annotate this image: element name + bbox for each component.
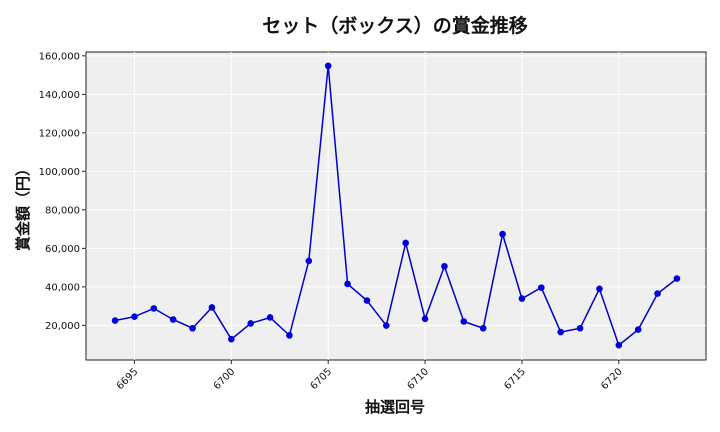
- data-point: [324, 62, 332, 70]
- data-point: [673, 275, 681, 282]
- data-point: [189, 324, 196, 332]
- data-point: [247, 320, 254, 327]
- x-tick-label: 6710: [405, 366, 431, 392]
- data-point: [654, 290, 661, 297]
- x-tick-label: 6715: [502, 366, 528, 392]
- data-point: [305, 257, 313, 265]
- data-point: [363, 297, 371, 304]
- y-tick-label: 140,000: [39, 90, 80, 101]
- data-point: [169, 316, 177, 323]
- plot-area: [85, 51, 707, 361]
- data-point: [615, 341, 623, 349]
- data-point: [576, 324, 584, 332]
- y-tick-label: 100,000: [39, 167, 80, 178]
- data-point: [228, 335, 235, 343]
- data-point: [208, 304, 216, 311]
- data-point: [111, 317, 119, 324]
- y-tick-label: 40,000: [45, 282, 80, 293]
- y-tick-label: 160,000: [39, 51, 80, 62]
- y-tick-label: 20,000: [45, 321, 80, 332]
- x-tick-label: 6720: [599, 366, 625, 392]
- data-point: [441, 262, 448, 270]
- x-axis: 6695 6700 6705 6710 6715 6720: [115, 360, 625, 392]
- data-point: [499, 230, 506, 238]
- x-tick-label: 6705: [309, 366, 335, 392]
- y-axis: 20,000 40,000 60,000 80,000 100,000 120,000 14…: [39, 51, 86, 332]
- data-point: [634, 326, 642, 333]
- data-point: [402, 239, 409, 247]
- data-point: [286, 332, 293, 339]
- y-axis-label: 賞金額（円）: [14, 161, 32, 251]
- data-point: [344, 280, 351, 288]
- y-tick-label: 60,000: [45, 244, 80, 255]
- series-line: [114, 65, 678, 347]
- data-point: [131, 313, 138, 320]
- data-point: [460, 318, 468, 325]
- y-tick-label: 120,000: [39, 128, 80, 139]
- data-point: [479, 324, 487, 332]
- data-point: [150, 305, 158, 312]
- y-tick-label: 80,000: [45, 205, 80, 216]
- data-point: [596, 285, 603, 293]
- x-axis-label: 抽選回号: [365, 398, 425, 416]
- data-point: [266, 314, 274, 321]
- grid-lines: [86, 52, 706, 360]
- data-point: [383, 322, 390, 329]
- chart-title: セット（ボックス）の賞金推移: [262, 14, 527, 37]
- data-point: [518, 295, 526, 302]
- x-tick-label: 6700: [212, 366, 238, 392]
- data-point: [538, 284, 545, 291]
- x-tick-label: 6695: [115, 366, 141, 392]
- data-point: [557, 328, 564, 336]
- data-point: [421, 315, 429, 323]
- series-points: [111, 62, 681, 349]
